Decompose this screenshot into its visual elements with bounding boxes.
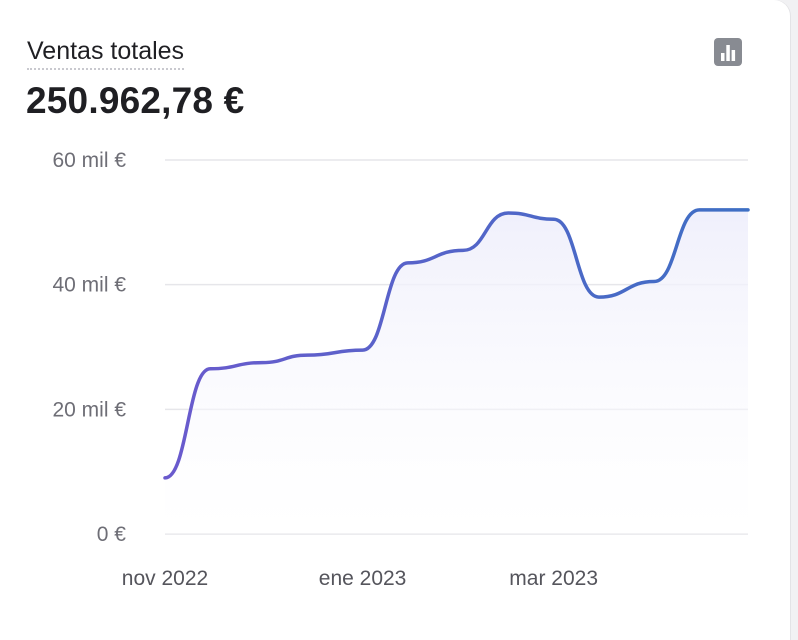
x-tick-label: mar 2023 [509, 567, 598, 590]
bar-chart-icon [714, 38, 742, 66]
y-tick-label: 0 € [97, 523, 127, 546]
chart-type-button[interactable] [712, 36, 744, 68]
area-fill [165, 209, 748, 534]
data-point [506, 211, 510, 215]
data-point [406, 261, 410, 265]
x-tick-label: ene 2023 [319, 567, 407, 590]
data-point [260, 361, 264, 365]
data-point [208, 367, 212, 371]
data-point [461, 248, 465, 252]
y-tick-label: 40 mil € [52, 274, 126, 297]
data-point [597, 295, 601, 299]
data-point [163, 476, 167, 480]
y-tick-label: 60 mil € [52, 149, 126, 172]
data-point [306, 353, 310, 357]
card-title[interactable]: Ventas totales [27, 36, 185, 70]
total-sales-value: 250.962,78 € [26, 80, 245, 121]
y-tick-label: 20 mil € [52, 398, 126, 421]
data-point [652, 280, 656, 284]
x-tick-label: nov 2022 [122, 567, 208, 590]
data-point [361, 348, 365, 352]
data-point [697, 208, 701, 212]
data-point [552, 217, 556, 221]
sales-line-chart: 0 € 20 mil € 40 mil € 60 mil € nov 2022 ene 2… [52, 149, 750, 590]
sales-series-line [163, 208, 750, 480]
